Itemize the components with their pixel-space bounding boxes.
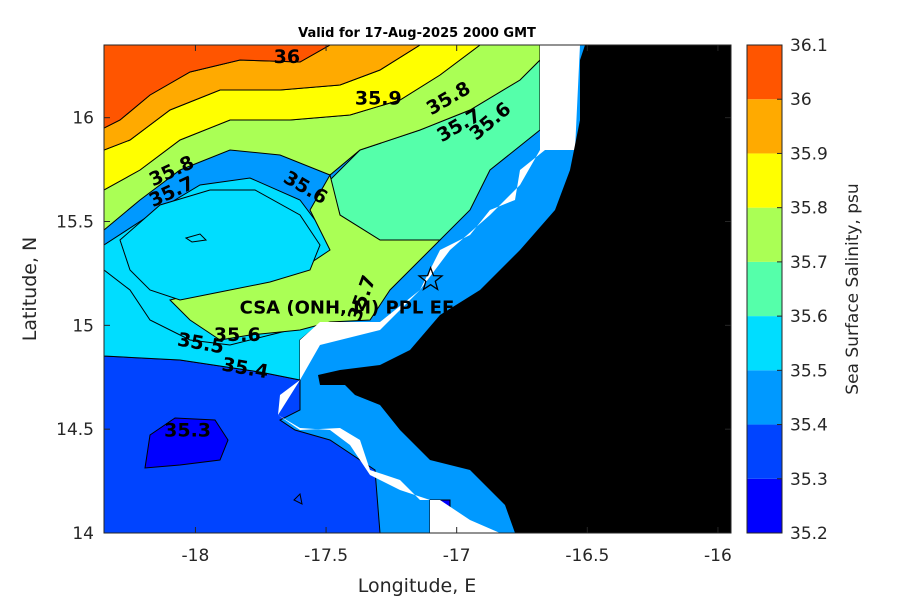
x-axis-ticks: -18 -17.5 -17 -16.5 -16 [182,45,732,566]
x-axis-label: Longitude, E [358,575,477,597]
salinity-band-35.3-spot [293,492,303,505]
x-tick-label: -17 [443,546,471,566]
y-axis-label: Latitude, N [19,237,41,342]
colorbar-swatch [747,478,782,533]
x-tick-label: -17.5 [304,546,348,566]
colorbar-label: Sea Surface Salinity, psu [843,183,863,394]
contour-label: 36 [274,46,300,68]
station-label: CSA (ONH, M) PPL EE [240,298,455,319]
colorbar-tick-label: 35.9 [790,144,828,164]
contour-label: 35.6 [214,324,261,346]
y-tick-label: 15 [72,316,94,336]
x-tick-label: -16 [704,546,732,566]
colorbar-tick-label: 36 [790,90,812,110]
coastal-mask [278,45,580,533]
colorbar-swatch [747,370,782,425]
colorbar-tick-label: 35.6 [790,307,828,327]
axes-frame [103,44,732,534]
x-tick-label: -18 [182,546,210,566]
colorbar-tick-label: 35.3 [790,470,828,490]
y-axis-ticks: 14 14.5 15 15.5 16 [56,109,731,544]
salinity-band-35.2 [144,417,229,469]
colorbar-tick-label: 35.5 [790,361,828,381]
colorbar-swatch [747,316,782,371]
contour-label: 35.9 [355,87,402,109]
colorbar-swatch [747,261,782,317]
salinity-band-35.6-pool [119,189,321,301]
colorbar-swatch [747,45,782,100]
colorbar-tick-label: 35.2 [790,524,828,544]
salinity-band-36.1 [104,45,332,129]
colorbar-tick-label: 36.1 [790,36,828,56]
colorbar-swatch [747,99,782,154]
colorbar-swatch [747,153,782,208]
colorbar-frame [746,44,783,534]
station-marker [417,265,444,291]
y-tick-label: 16 [72,109,94,129]
colorbar-tick-label: 35.4 [790,416,828,436]
colorbar-swatch [747,207,782,262]
colorbar-tick-label: 35.8 [790,199,828,219]
map-area [104,45,731,533]
y-tick-label: 14 [72,524,94,544]
star-marker [417,265,444,291]
chart-title: Valid for 17-Aug-2025 2000 GMT [298,26,536,41]
contour-label: 35.3 [164,420,211,442]
land-mass [318,45,731,533]
colorbar: 35.2 35.3 35.4 35.5 35.6 35.7 35.8 35.9 36 36.1 [746,36,828,544]
colorbar-tick-label: 35.7 [790,253,828,273]
salinity-band-35.6-spot [184,233,208,243]
y-tick-label: 15.5 [56,213,94,233]
x-tick-label: -16.5 [565,546,609,566]
colorbar-swatch [747,424,782,479]
y-tick-label: 14.5 [56,420,94,440]
